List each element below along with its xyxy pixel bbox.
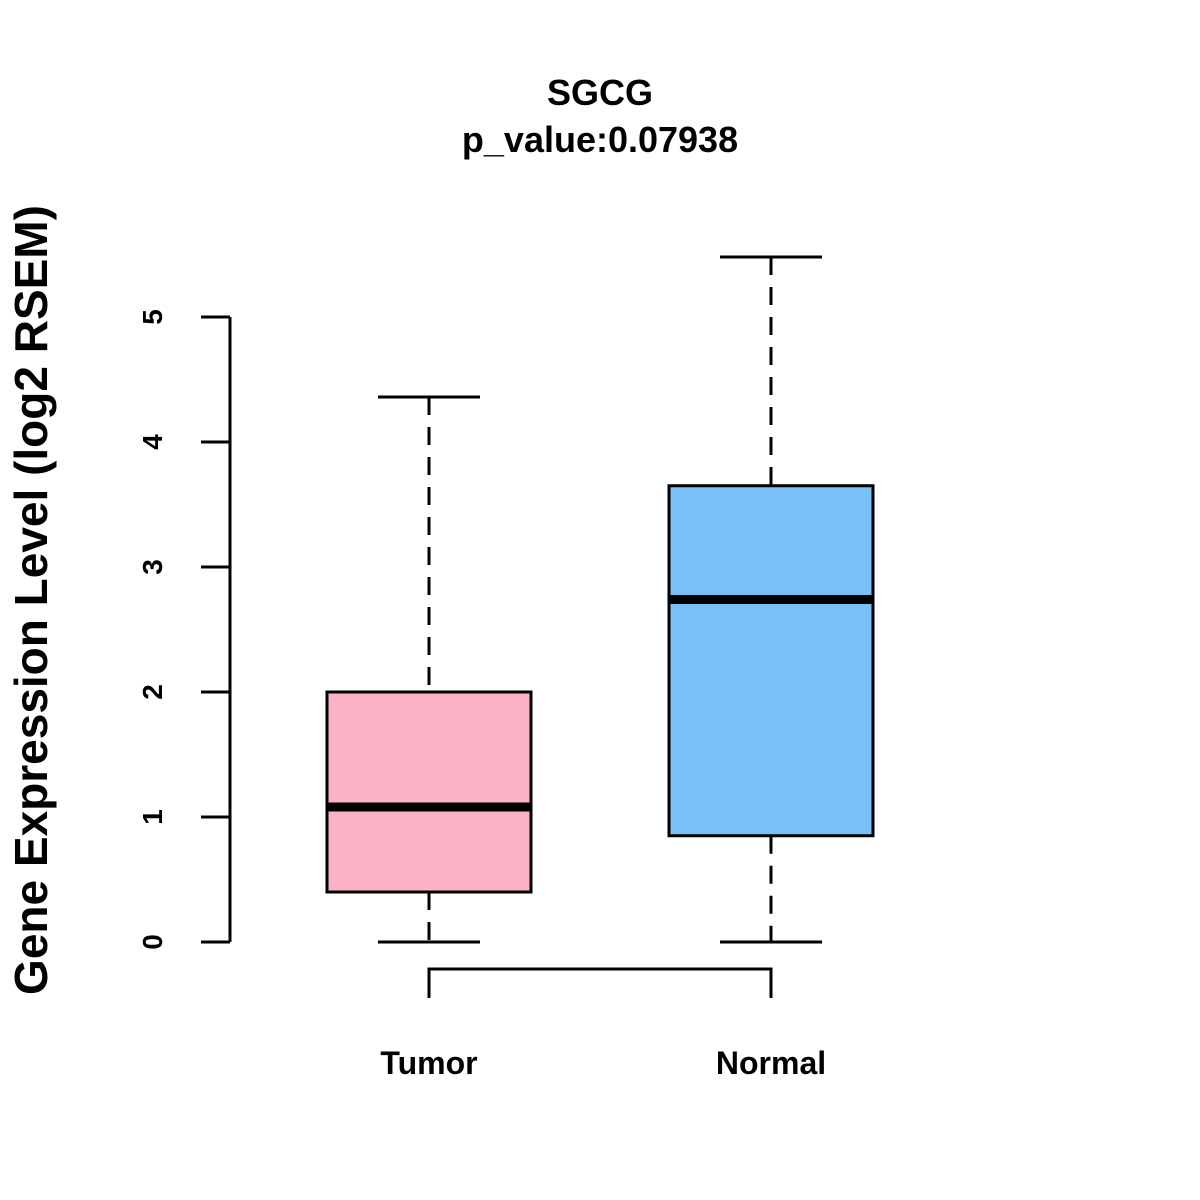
x-category-label: Normal (716, 1045, 826, 1081)
y-tick-label: 4 (137, 434, 168, 450)
group-bracket (427, 967, 773, 998)
box-tumor: Tumor (325, 395, 533, 1081)
boxes-group: Tumor Normal (325, 255, 875, 1081)
y-tick-label: 1 (137, 809, 168, 825)
bracket-line (427, 967, 773, 998)
y-tick-label: 0 (137, 934, 168, 950)
y-axis-label: Gene Expression Level (log2 RSEM) (5, 205, 57, 995)
y-tick-label: 2 (137, 684, 168, 700)
box-normal: Normal (667, 255, 875, 1081)
y-axis: 0 1 2 3 4 5 (137, 309, 232, 950)
chart-subtitle: p_value:0.07938 (462, 119, 738, 160)
x-category-label: Tumor (380, 1045, 477, 1081)
y-tick-label: 3 (137, 559, 168, 575)
iqr-box (667, 484, 875, 838)
chart-title: SGCG (547, 72, 653, 113)
y-tick-label: 5 (137, 309, 168, 325)
iqr-box (325, 690, 533, 894)
